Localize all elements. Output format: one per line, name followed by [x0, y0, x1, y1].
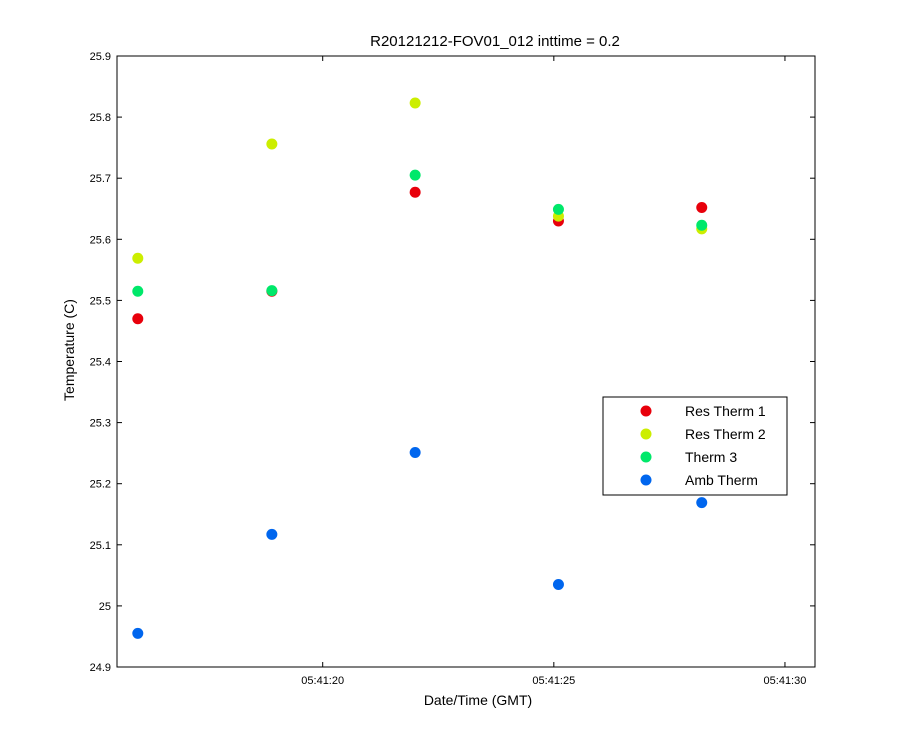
- y-tick-label: 24.9: [90, 662, 111, 674]
- data-point: [696, 219, 708, 231]
- y-tick-label: 25.4: [90, 357, 111, 369]
- y-tick-label: 25.2: [90, 479, 111, 491]
- series-amb-therm: [132, 447, 708, 639]
- y-tick-label: 25.6: [90, 234, 111, 246]
- legend-label: Res Therm 2: [685, 426, 766, 442]
- y-axis: 24.9 25 25.1 25.2 25.3 25.4 25.5 25.6 25.7 25.8 25…: [90, 51, 815, 674]
- data-point: [132, 285, 144, 297]
- y-tick-label: 25.7: [90, 173, 111, 185]
- y-tick-label: 25.3: [90, 418, 111, 430]
- data-points: [132, 97, 708, 639]
- legend-box: [602, 396, 788, 496]
- legend-label: Res Therm 1: [685, 403, 766, 419]
- y-tick-label: 25.5: [90, 295, 111, 307]
- data-point: [552, 203, 564, 215]
- data-point: [696, 497, 708, 509]
- data-point: [132, 252, 144, 264]
- data-point: [266, 285, 278, 297]
- data-point: [266, 528, 278, 540]
- x-axis: 05:41:20 05:41:25 05:41:30: [301, 56, 806, 687]
- data-point: [409, 447, 421, 459]
- legend-marker: [640, 451, 652, 463]
- data-point: [552, 579, 564, 591]
- series-therm-3: [132, 169, 708, 297]
- x-tick-label: 05:41:25: [532, 675, 575, 687]
- legend-marker: [640, 428, 652, 440]
- legend: Res Therm 1 Res Therm 2 Therm 3 Amb Therm: [602, 396, 788, 496]
- data-point: [132, 627, 144, 639]
- y-tick-label: 25.1: [90, 540, 111, 552]
- y-tick-label: 25.9: [90, 51, 111, 63]
- x-tick-label: 05:41:20: [301, 675, 344, 687]
- x-tick-label: 05:41:30: [764, 675, 807, 687]
- legend-marker: [640, 405, 652, 417]
- data-point: [409, 186, 421, 198]
- x-axis-label: Date/Time (GMT): [424, 692, 532, 708]
- data-point: [409, 97, 421, 109]
- y-axis-label: Temperature (C): [61, 299, 77, 401]
- y-tick-label: 25.8: [90, 112, 111, 124]
- legend-label: Therm 3: [685, 449, 737, 465]
- legend-marker: [640, 474, 652, 486]
- data-point: [409, 169, 421, 181]
- legend-label: Amb Therm: [685, 472, 758, 488]
- data-point: [132, 313, 144, 325]
- data-point: [696, 202, 708, 214]
- chart-title: R20121212-FOV01_012 inttime = 0.2: [370, 33, 620, 50]
- data-point: [266, 138, 278, 150]
- series-res-therm-2: [132, 97, 708, 264]
- plot-area: [116, 55, 816, 668]
- y-tick-label: 25: [99, 601, 111, 613]
